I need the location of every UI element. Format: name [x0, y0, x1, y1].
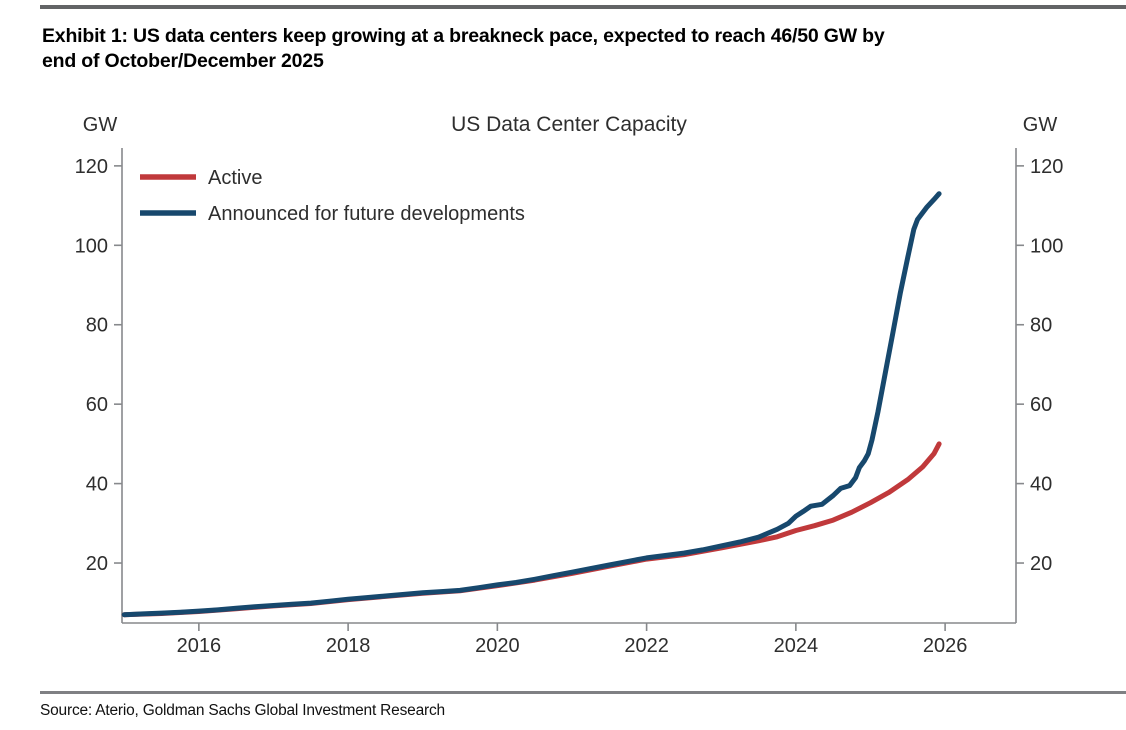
legend-label-active: Active: [208, 167, 262, 189]
y-tick-label-right-20: 20: [1030, 553, 1052, 575]
x-tick-label-2022: 2022: [624, 635, 669, 657]
chart-title: US Data Center Capacity: [451, 113, 687, 136]
x-tick-label-2026: 2026: [923, 635, 968, 657]
source-note: Source: Aterio, Goldman Sachs Global Inv…: [40, 702, 445, 719]
y-tick-label-left-80: 80: [86, 315, 108, 337]
x-tick-label-2016: 2016: [177, 635, 222, 657]
y-tick-label-right-120: 120: [1030, 156, 1063, 178]
y-tick-label-right-80: 80: [1030, 315, 1052, 337]
y-axis-unit-left: GW: [83, 114, 118, 136]
series-line-announced-for-future-developments: [121, 191, 942, 618]
exhibit-title: Exhibit 1: US data centers keep growing …: [42, 24, 1112, 73]
exhibit-title-line-2: end of October/December 2025: [42, 49, 324, 72]
y-tick-label-right-100: 100: [1030, 235, 1063, 257]
y-tick-label-left-120: 120: [75, 156, 108, 178]
y-tick-label-left-100: 100: [75, 235, 108, 257]
exhibit-title-line-1: Exhibit 1: US data centers keep growing …: [42, 25, 885, 47]
series-line-active: [121, 441, 942, 618]
legend-label-announced-for-future-developments: Announced for future developments: [208, 203, 525, 225]
y-tick-label-left-20: 20: [86, 553, 108, 575]
y-axis-unit-right: GW: [1023, 114, 1058, 136]
y-tick-label-right-40: 40: [1030, 474, 1052, 496]
y-tick-label-left-40: 40: [86, 474, 108, 496]
y-tick-label-right-60: 60: [1030, 394, 1052, 416]
bottom-divider: [40, 691, 1126, 694]
y-tick-label-left-60: 60: [86, 394, 108, 416]
top-divider: [40, 5, 1126, 9]
x-tick-label-2024: 2024: [774, 635, 819, 657]
x-tick-label-2020: 2020: [475, 635, 520, 657]
x-tick-label-2018: 2018: [326, 635, 371, 657]
